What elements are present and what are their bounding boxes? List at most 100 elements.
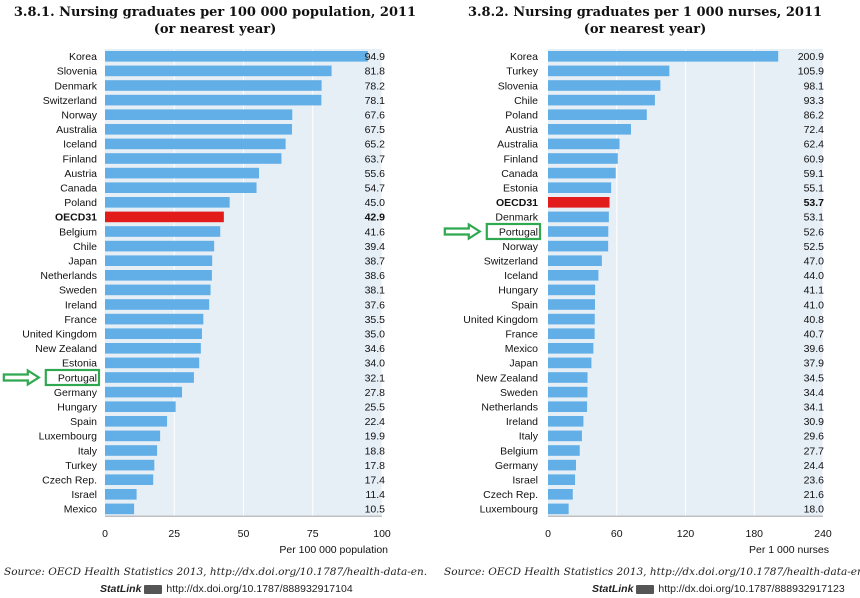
value-label: 34.1 [804, 402, 825, 414]
category-label: OECD31 [55, 212, 97, 224]
bar-ireland [105, 299, 210, 310]
value-label: 17.8 [365, 460, 386, 472]
category-label: Korea [510, 51, 538, 63]
value-label: 11.4 [365, 489, 385, 501]
value-label: 54.7 [365, 183, 386, 195]
arrow-right-icon [2, 368, 41, 387]
bar-sweden [105, 284, 211, 296]
value-label: 22.4 [365, 416, 386, 428]
category-label: Canada [60, 183, 97, 195]
bar-mexico [105, 503, 135, 515]
value-label: 39.6 [804, 343, 825, 355]
value-label: 67.6 [365, 110, 386, 122]
x-tick-label: 100 [373, 528, 391, 540]
statlink-url[interactable]: http://dx.doi.org/10.1787/888932917104 [166, 583, 353, 595]
x-tick-label: 240 [814, 528, 832, 540]
category-label: Israel [512, 475, 538, 487]
bar-chile [548, 94, 655, 106]
chart-title: 3.8.2. Nursing graduates per 1 000 nurse… [430, 4, 860, 38]
value-label: 18.0 [804, 504, 825, 516]
category-label: Hungary [498, 285, 538, 297]
bar-japan [548, 357, 592, 369]
value-label: 40.7 [804, 329, 825, 341]
category-label: Switzerland [484, 256, 538, 268]
category-label: Mexico [64, 504, 97, 516]
bar-chart-svg: Korea 94.9 Slovenia 81.8 Denmark 78.2 Switzerl… [2, 49, 391, 556]
value-label: 19.9 [365, 431, 386, 443]
value-label: 24.4 [804, 460, 825, 472]
value-label: 41.6 [365, 226, 386, 238]
category-label: Czech Rep. [483, 489, 538, 501]
bar-luxembourg [548, 503, 569, 515]
category-label: New Zealand [476, 372, 538, 384]
category-label: Luxembourg [39, 431, 98, 443]
bar-israel [105, 489, 137, 500]
category-label: Sweden [500, 387, 538, 399]
bar-mexico [548, 343, 594, 354]
category-label: United Kingdom [22, 329, 97, 341]
category-label: Slovenia [498, 80, 538, 92]
bar-iceland [548, 270, 599, 281]
category-label: Turkey [506, 66, 538, 78]
statlink[interactable]: StatLink http://dx.doi.org/10.1787/888932… [100, 583, 353, 595]
bar-portugal [548, 226, 609, 237]
category-label: Germany [54, 387, 98, 399]
value-label: 34.6 [365, 343, 386, 355]
category-label: Chile [514, 95, 538, 107]
source-note: Source: OECD Health Statistics 2013, htt… [444, 566, 860, 578]
category-label: Israel [71, 489, 97, 501]
bar-poland [105, 197, 230, 208]
value-label: 39.4 [365, 241, 386, 253]
x-tick-label: 50 [238, 528, 250, 540]
category-label: Poland [64, 197, 97, 209]
category-label: New Zealand [35, 343, 97, 355]
category-label: Estonia [503, 183, 538, 195]
category-label: Hungary [57, 402, 97, 414]
statlink-url[interactable]: http://dx.doi.org/10.1787/888932917123 [658, 583, 845, 595]
highlight-box [44, 368, 101, 387]
bar-korea [548, 51, 779, 62]
value-label: 86.2 [804, 110, 825, 122]
bar-sweden [548, 386, 588, 398]
category-label: United Kingdom [463, 314, 538, 326]
bar-canada [548, 167, 616, 179]
value-label: 41.0 [804, 299, 825, 311]
category-label: Chile [73, 241, 97, 253]
value-label: 30.9 [804, 416, 825, 428]
bar-portugal [105, 372, 194, 383]
bar-spain [548, 299, 595, 310]
bar-japan [105, 255, 213, 266]
bar-turkey [548, 65, 670, 77]
x-tick-label: 120 [677, 528, 695, 540]
value-label: 10.5 [365, 504, 386, 516]
value-label: 27.7 [804, 445, 825, 457]
x-tick-label: 60 [611, 528, 623, 540]
x-tick-label: 75 [307, 528, 319, 540]
x-tick-label: 0 [545, 528, 551, 540]
bar-norway [105, 109, 293, 120]
value-label: 60.9 [804, 153, 825, 165]
bar-australia [105, 124, 292, 135]
category-label: France [64, 314, 97, 326]
category-label: Portugal [58, 372, 97, 384]
value-label: 38.7 [365, 256, 386, 268]
category-label: Portugal [499, 226, 538, 238]
highlight-box [485, 222, 542, 241]
statlink[interactable]: StatLink http://dx.doi.org/10.1787/888932… [592, 583, 845, 595]
category-label: Switzerland [43, 95, 97, 107]
bar-poland [548, 109, 647, 120]
bar-luxembourg [105, 430, 161, 442]
value-label: 105.9 [798, 66, 824, 78]
value-label: 37.9 [804, 358, 825, 370]
bar-italy [105, 445, 158, 456]
value-label: 78.2 [365, 80, 386, 92]
category-label: Ireland [65, 299, 97, 311]
bar-norway [548, 240, 609, 252]
value-label: 55.6 [365, 168, 386, 180]
chart-nurses-per-population: 3.8.1. Nursing graduates per 100 000 pop… [2, 5, 427, 595]
bar-italy [548, 430, 582, 442]
value-label: 59.1 [804, 168, 825, 180]
category-label: Australia [497, 139, 538, 151]
category-label: Poland [505, 110, 538, 122]
bar-netherlands [105, 270, 212, 281]
